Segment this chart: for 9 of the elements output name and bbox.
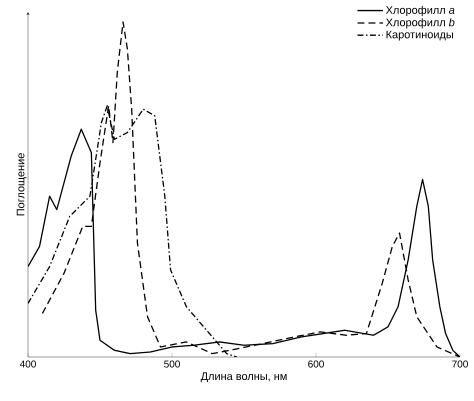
x-tick-label: 400 (20, 360, 36, 368)
legend-label: Каротиноиды (386, 30, 453, 40)
x-tick-label: 600 (308, 360, 324, 368)
x-tick-label: 700 (452, 360, 468, 368)
legend-label: Хлорофилл a (386, 6, 454, 16)
x-tick-label: 500 (164, 360, 180, 368)
y-axis-title: Поглощение (16, 153, 26, 216)
x-axis-title: Длина волны, нм (200, 372, 287, 382)
legend-label: Хлорофилл b (386, 18, 454, 28)
